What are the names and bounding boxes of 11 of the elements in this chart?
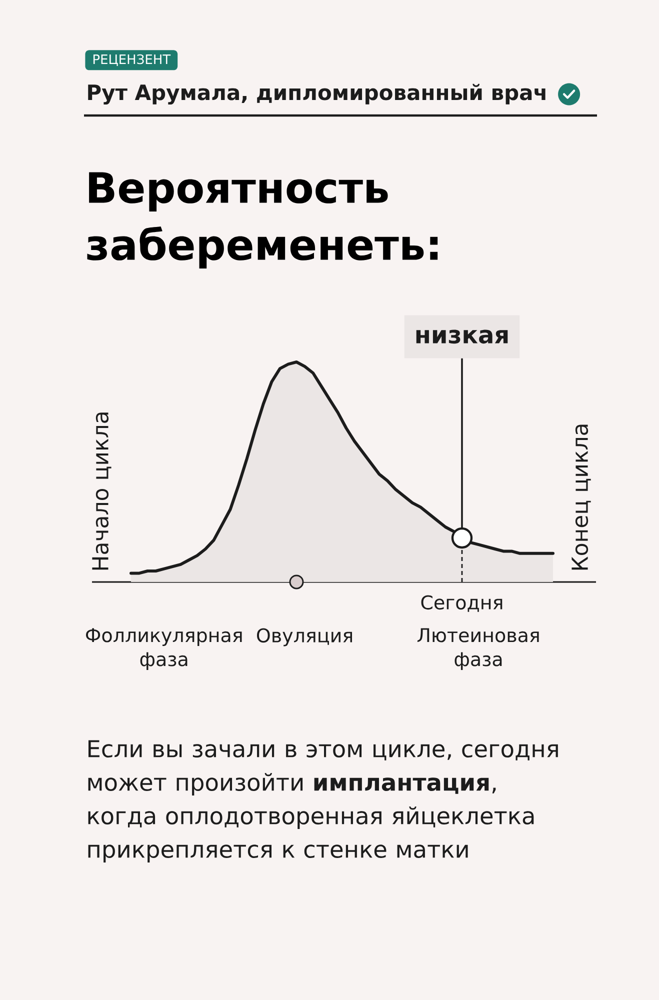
y2-axis-title: Конец цикла bbox=[572, 424, 591, 570]
x-tick-label: Овуляция bbox=[256, 628, 352, 646]
x-tick-label: Сегодня bbox=[421, 595, 502, 612]
x-tick-label: Лютеиновая фаза bbox=[417, 628, 539, 670]
text: Если вы зачали в этом цикле, сегодня может произойти имплантация, когда оплодотворенная яйцеклетка прикрепляется к стенке матки bbox=[88, 740, 558, 863]
x-tick-label: Фолликулярная фаза bbox=[86, 628, 242, 670]
chart-title: Вероятность забеременеть: bbox=[87, 172, 438, 269]
text: Рут Арумала, дипломированный врач bbox=[88, 84, 546, 105]
y-axis-title: Начало цикла bbox=[92, 412, 112, 570]
text: РЕЦЕНЗЕНТ bbox=[93, 54, 171, 66]
text: низкая bbox=[416, 330, 508, 344]
